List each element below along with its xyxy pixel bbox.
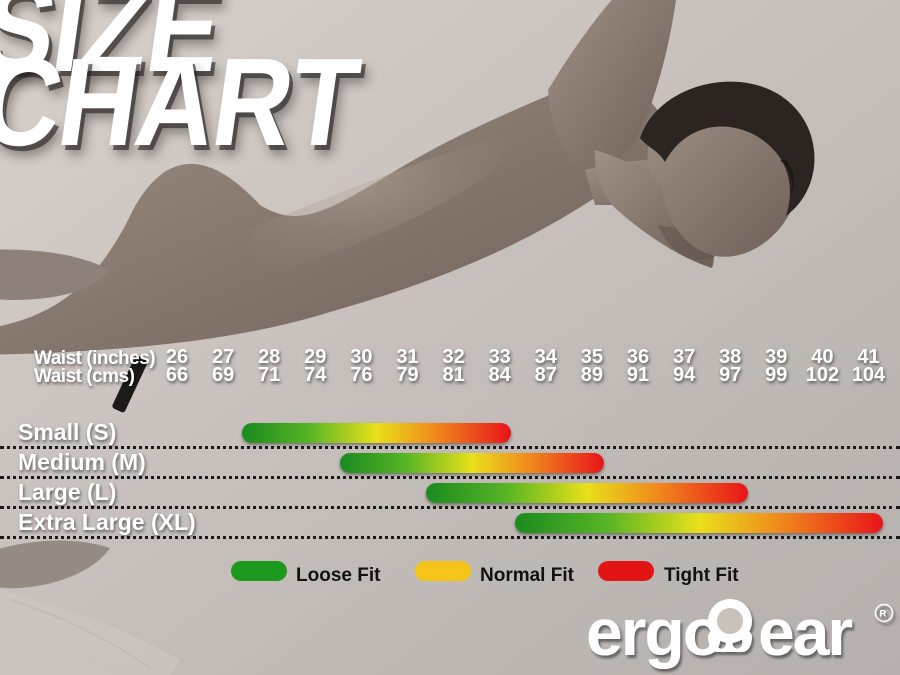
svg-text:ear: ear [758,595,852,669]
svg-text:R: R [880,609,887,620]
svg-text:ergo: ergo [586,595,721,669]
